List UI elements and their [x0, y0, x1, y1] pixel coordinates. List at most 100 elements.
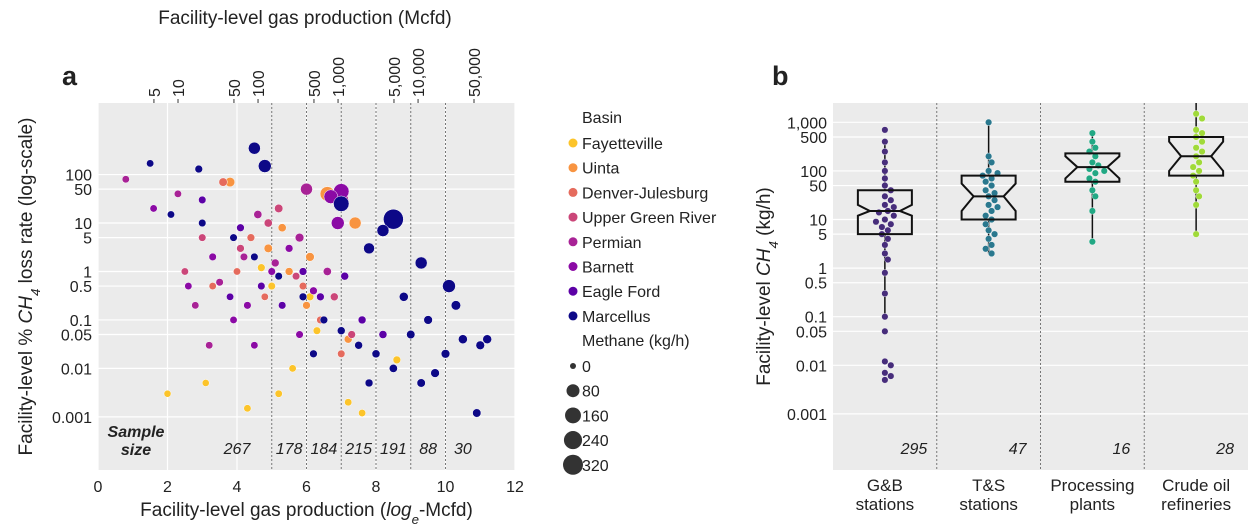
point	[1195, 192, 1203, 200]
point	[357, 315, 367, 325]
legend-label: 80	[582, 384, 600, 401]
point	[881, 327, 889, 335]
legend-label: Eagle Ford	[582, 284, 660, 301]
point	[1192, 186, 1200, 194]
legend-marker	[568, 237, 578, 247]
point	[208, 282, 217, 290]
axis-title-part: CH	[16, 296, 37, 324]
y-tick-label: 0.05	[796, 324, 827, 341]
point	[414, 256, 428, 270]
point	[881, 158, 889, 166]
point	[233, 267, 241, 276]
point	[1192, 110, 1200, 118]
point	[288, 364, 297, 373]
point	[985, 152, 993, 160]
sample-size: 178	[276, 441, 303, 458]
x-tick-label: 10	[437, 479, 455, 496]
point	[881, 290, 889, 298]
y-tick-label: 0.01	[61, 361, 92, 378]
point	[302, 301, 311, 310]
point	[988, 182, 996, 190]
point	[218, 177, 228, 187]
sample-size: 184	[311, 441, 338, 458]
point	[300, 182, 313, 196]
point	[430, 368, 440, 378]
point	[298, 267, 308, 276]
sample-size: 215	[344, 441, 372, 458]
count-label: 28	[1215, 441, 1234, 458]
point	[450, 300, 461, 311]
point	[881, 148, 889, 156]
point	[991, 196, 999, 204]
point	[881, 369, 889, 377]
point	[322, 267, 332, 276]
point	[399, 292, 409, 302]
point	[884, 256, 892, 264]
point	[184, 282, 193, 290]
point	[982, 186, 990, 194]
legend-marker	[568, 311, 578, 321]
y-tick-label: 0.01	[796, 358, 827, 375]
point	[985, 167, 993, 175]
x-tick-label: Crude oil refineries	[1161, 476, 1232, 514]
point	[363, 242, 375, 255]
point	[887, 361, 895, 369]
sample-size: 30	[454, 441, 472, 458]
sample-size-title: Sample size	[107, 424, 165, 459]
point	[284, 267, 294, 276]
point	[881, 269, 889, 277]
legend-title: Methane (kg/h)	[582, 333, 690, 350]
x-tick-label: 12	[506, 479, 524, 496]
point	[406, 330, 416, 340]
point	[348, 216, 362, 230]
point	[890, 203, 898, 211]
point	[881, 376, 889, 384]
y-tick-label: 0.1	[805, 310, 827, 327]
point	[887, 220, 895, 228]
y-tick-label: 100	[800, 164, 827, 181]
sample-size: 191	[380, 441, 407, 458]
y-tick-label: 10	[74, 216, 92, 233]
axis-title: Facility-level gas production (loge-Mcfd…	[140, 500, 473, 525]
point	[121, 175, 130, 184]
point	[881, 167, 889, 175]
point	[236, 244, 245, 253]
point	[292, 272, 301, 281]
point	[248, 141, 261, 155]
point	[167, 210, 175, 219]
point	[263, 218, 273, 228]
point	[988, 241, 996, 249]
point	[1198, 138, 1206, 146]
y-tick-label: 0.5	[805, 276, 827, 293]
point	[881, 126, 889, 134]
point	[458, 334, 468, 344]
legend-size-marker	[565, 407, 581, 424]
legend-title: Basin	[582, 110, 622, 127]
point	[881, 192, 889, 200]
point	[392, 355, 401, 364]
point	[146, 159, 155, 168]
point	[173, 189, 182, 198]
point	[340, 271, 349, 281]
point	[285, 244, 294, 253]
y-tick-label: 1	[83, 264, 92, 281]
legend-label: Barnett	[582, 260, 634, 277]
axis-title-part: -Mcfd)	[419, 500, 473, 521]
point	[271, 258, 280, 268]
point	[226, 292, 234, 301]
legend-label: Fayetteville	[582, 136, 663, 153]
point	[337, 349, 346, 358]
point	[201, 379, 210, 387]
point	[354, 341, 363, 350]
y-tick-label: 50	[809, 179, 827, 196]
plot-background	[833, 103, 1248, 470]
y-tick-label: 0.05	[61, 328, 92, 345]
point	[1198, 148, 1206, 156]
y-tick-label: 5	[818, 227, 827, 244]
x2-tick-label: 50	[227, 79, 244, 97]
point	[1192, 178, 1200, 186]
point	[309, 349, 318, 358]
count-label: 295	[900, 441, 928, 458]
point	[982, 178, 990, 186]
point	[295, 330, 304, 339]
